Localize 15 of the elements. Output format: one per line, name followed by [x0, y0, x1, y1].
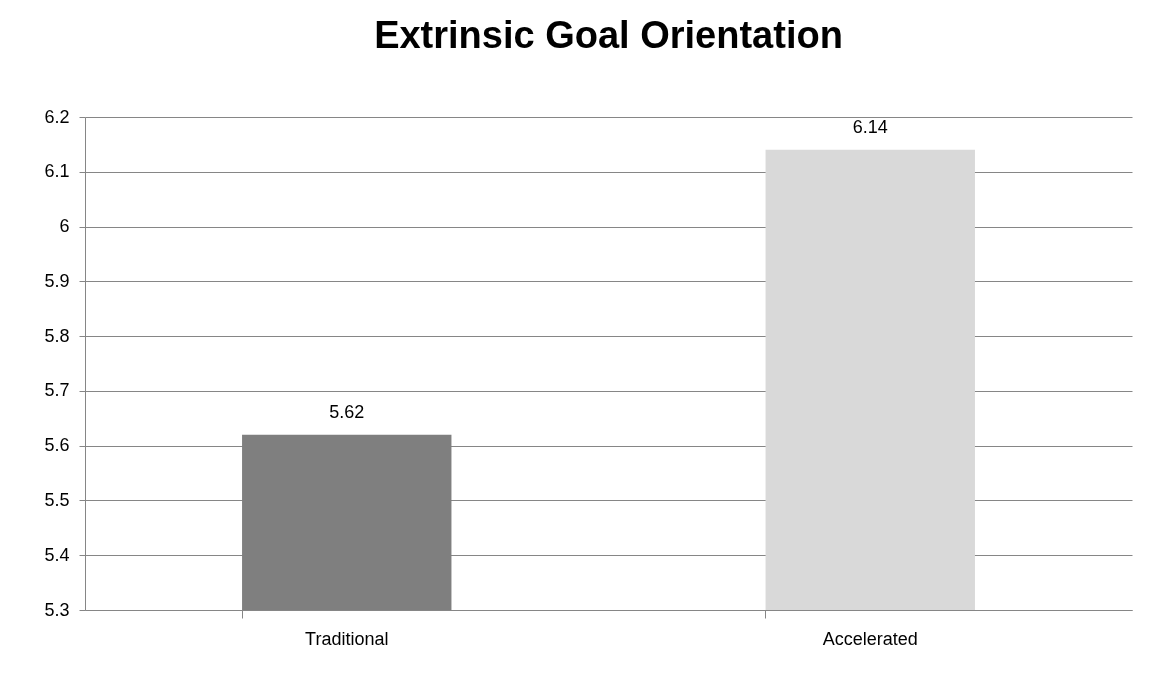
y-tick-label: 5.5: [44, 489, 70, 510]
y-tick-label: 5.6: [44, 435, 70, 456]
y-tick-label: 5.8: [44, 325, 70, 346]
data-label: 6.14: [852, 116, 888, 137]
y-tick-label: 5.7: [44, 380, 70, 401]
y-tick-label: 6: [59, 216, 70, 237]
x-tick-label: Accelerated: [822, 628, 918, 649]
chart-title: Extrinsic Goal Orientation: [374, 14, 843, 56]
y-tick-label: 5.9: [44, 270, 70, 291]
y-tick-label: 6.2: [44, 106, 70, 127]
x-tick-label: Traditional: [305, 628, 389, 649]
data-label: 5.62: [329, 401, 365, 422]
y-tick-label: 5.3: [44, 599, 70, 620]
y-tick-label: 5.4: [44, 544, 70, 565]
y-tick-label: 6.1: [44, 161, 70, 182]
